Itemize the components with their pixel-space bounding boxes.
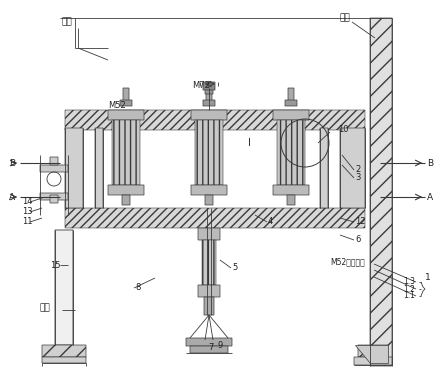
Bar xyxy=(95,128,103,208)
Text: 4: 4 xyxy=(268,217,273,226)
Bar xyxy=(198,228,220,240)
Bar xyxy=(191,185,227,195)
Text: 3: 3 xyxy=(355,173,360,183)
Bar xyxy=(186,338,232,346)
Text: 13: 13 xyxy=(22,207,33,216)
Text: 1.3: 1.3 xyxy=(403,277,415,286)
Text: 塔体: 塔体 xyxy=(340,14,351,22)
Bar xyxy=(277,120,305,185)
Bar xyxy=(320,128,328,208)
Text: 14: 14 xyxy=(22,197,32,207)
Text: M72: M72 xyxy=(192,80,210,89)
Polygon shape xyxy=(355,345,388,363)
Bar xyxy=(122,195,130,205)
Bar xyxy=(288,88,294,102)
Bar xyxy=(203,100,215,106)
Bar xyxy=(123,88,129,102)
Text: 2: 2 xyxy=(355,166,360,175)
Text: 6: 6 xyxy=(355,236,360,245)
Bar xyxy=(204,297,214,315)
Text: 8: 8 xyxy=(135,284,140,293)
Text: 10: 10 xyxy=(338,125,349,135)
Bar xyxy=(195,120,223,185)
Text: 人孔: 人孔 xyxy=(62,17,73,26)
Bar xyxy=(55,230,73,345)
Bar xyxy=(108,110,144,120)
Text: 5: 5 xyxy=(232,264,237,272)
Bar xyxy=(205,88,213,94)
Bar xyxy=(42,357,86,363)
Bar xyxy=(42,345,86,357)
Text: I: I xyxy=(248,138,251,148)
Bar xyxy=(112,120,140,185)
Text: M52: M52 xyxy=(108,101,126,110)
Bar xyxy=(370,18,392,366)
Text: A: A xyxy=(9,192,15,202)
Text: 11: 11 xyxy=(22,217,32,226)
Bar xyxy=(190,346,228,353)
Bar xyxy=(203,82,215,90)
Text: 12: 12 xyxy=(355,217,365,226)
Bar xyxy=(40,165,68,172)
Text: B: B xyxy=(427,159,433,168)
Bar xyxy=(273,110,309,120)
Bar xyxy=(285,100,297,106)
Text: 人孔: 人孔 xyxy=(40,303,51,312)
Bar xyxy=(40,193,68,200)
Bar xyxy=(50,157,58,165)
Text: 9: 9 xyxy=(218,341,223,349)
Text: 1.2: 1.2 xyxy=(403,284,415,293)
Bar xyxy=(191,110,227,120)
Text: 1.1: 1.1 xyxy=(403,291,415,300)
Bar xyxy=(108,185,144,195)
Bar xyxy=(340,128,365,208)
Text: 15: 15 xyxy=(50,260,61,269)
Bar xyxy=(354,357,392,365)
Bar xyxy=(65,208,365,228)
Bar xyxy=(65,128,83,208)
Bar xyxy=(50,195,58,203)
Bar xyxy=(198,285,220,297)
Text: B: B xyxy=(9,159,15,168)
Text: 7: 7 xyxy=(208,344,214,353)
Bar xyxy=(120,100,132,106)
Bar xyxy=(287,195,295,205)
Text: A: A xyxy=(427,192,433,202)
Bar xyxy=(273,185,309,195)
Bar xyxy=(206,88,212,102)
Text: 1: 1 xyxy=(425,274,431,283)
Bar xyxy=(65,110,365,130)
Bar xyxy=(205,195,213,205)
Bar xyxy=(202,240,216,285)
Text: M52六方螺母: M52六方螺母 xyxy=(330,257,365,267)
Bar xyxy=(358,345,388,357)
